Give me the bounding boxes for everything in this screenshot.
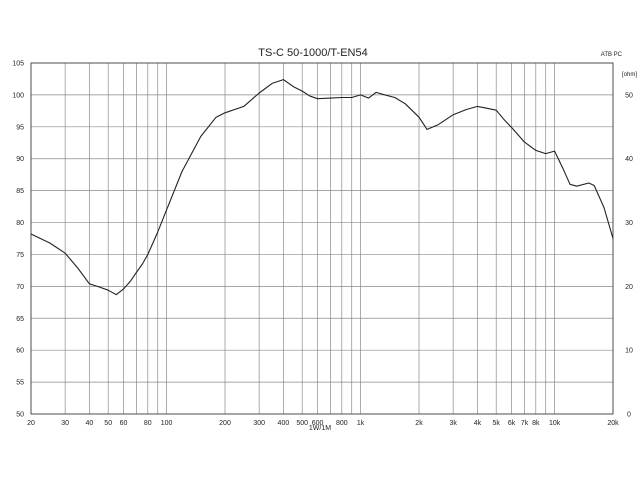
right-y-tick-label: 40: [625, 156, 633, 163]
x-tick-label: 40: [86, 420, 94, 427]
x-tick-label: 200: [219, 420, 231, 427]
y-tick-label: 55: [16, 380, 24, 387]
y-tick-label: 105: [12, 61, 24, 68]
x-tick-label: 50: [104, 420, 112, 427]
right-y-tick-label: 10: [625, 348, 633, 355]
x-tick-label: 3k: [449, 420, 457, 427]
series-layer: [30, 79, 614, 296]
y-tick-label: 75: [16, 252, 24, 259]
x-tick-label: 20k: [607, 420, 619, 427]
plot-frame: [30, 62, 614, 415]
x-tick-label: 800: [336, 420, 348, 427]
corner-label: ATB PC: [601, 52, 623, 58]
y-axis-ticks: 50 55 60 65 70 75 80 85 90 95 100 105: [12, 61, 24, 419]
grid-lines: [30, 62, 614, 415]
x-tick-label: 300: [253, 420, 265, 427]
right-y-tick-label: 50: [625, 92, 633, 99]
right-y-axis-ticks: 0 10 20 30 40 50: [625, 92, 633, 418]
x-tick-label: 8k: [532, 420, 540, 427]
x-tick-label: 10k: [549, 420, 561, 427]
y-tick-label: 85: [16, 188, 24, 195]
response-curve: [30, 79, 614, 296]
y-tick-label: 50: [16, 412, 24, 419]
right-y-tick-label: 20: [625, 284, 633, 291]
right-y-tick-label: 30: [625, 220, 633, 227]
y-tick-label: 65: [16, 316, 24, 323]
y-tick-label: 90: [16, 156, 24, 163]
x-tick-label: 1k: [357, 420, 365, 427]
x-tick-label: 600: [312, 420, 324, 427]
x-tick-label: 500: [296, 420, 308, 427]
x-tick-label: 80: [144, 420, 152, 427]
x-tick-label: 30: [61, 420, 69, 427]
x-tick-label: 400: [278, 420, 290, 427]
y-tick-label: 95: [16, 124, 24, 131]
right-axis-unit-label: [ohm]: [622, 72, 637, 78]
x-axis-ticks: 20 30 40 50 60 80 100 200 300 400 500 600 800 1k 2k 3k 4…: [27, 420, 619, 427]
x-tick-label: 6k: [508, 420, 516, 427]
x-tick-label: 7k: [521, 420, 529, 427]
x-tick-label: 100: [161, 420, 173, 427]
y-tick-label: 60: [16, 348, 24, 355]
x-tick-label: 20: [27, 420, 35, 427]
x-axis-label: 1W/1M: [309, 425, 331, 432]
x-tick-label: 5k: [492, 420, 500, 427]
right-y-tick-label: 0: [627, 412, 631, 419]
x-tick-label: 60: [120, 420, 128, 427]
chart-title: TS-C 50-1000/T-EN54: [258, 47, 367, 59]
x-tick-label: 2k: [415, 420, 423, 427]
y-tick-label: 80: [16, 220, 24, 227]
y-tick-label: 70: [16, 284, 24, 291]
x-tick-label: 4k: [474, 420, 482, 427]
y-tick-label: 100: [12, 92, 24, 99]
